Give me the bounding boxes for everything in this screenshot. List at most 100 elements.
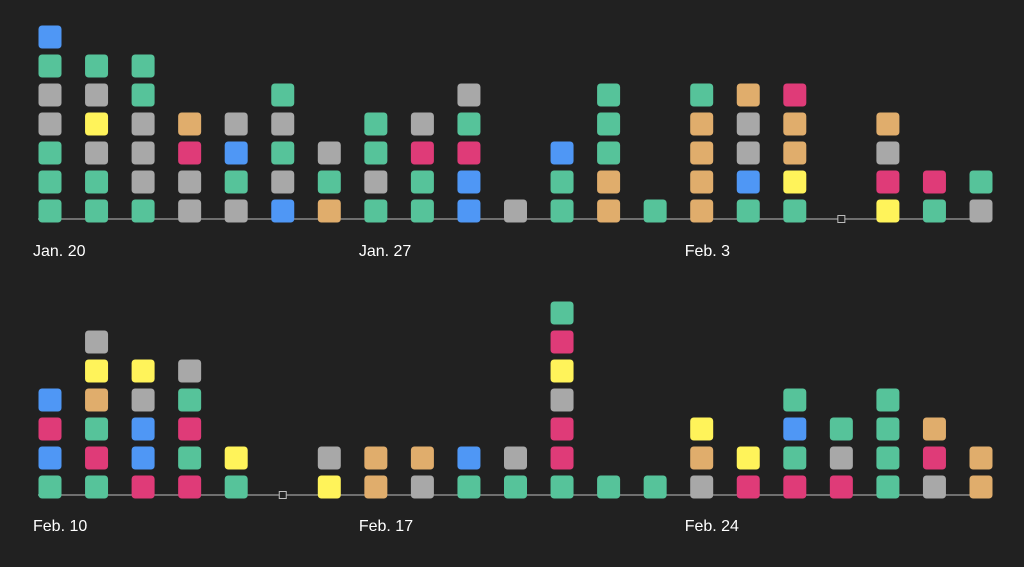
unit-square: [922, 199, 946, 223]
unit-square: [457, 83, 481, 107]
unit-square: [364, 141, 388, 165]
unit-square: [178, 359, 202, 383]
unit-square: [783, 199, 807, 223]
unit-square: [550, 330, 574, 354]
unit-square: [783, 83, 807, 107]
unit-square: [38, 475, 62, 499]
unit-square: [85, 54, 109, 78]
unit-square: [131, 417, 155, 441]
unit-square: [457, 112, 481, 136]
unit-square: [178, 475, 202, 499]
unit-square: [364, 199, 388, 223]
unit-square: [597, 141, 621, 165]
unit-square: [317, 475, 341, 499]
date-tick-label: Jan. 20: [33, 243, 86, 260]
unit-square: [876, 141, 900, 165]
unit-square: [364, 475, 388, 499]
unit-square: [457, 446, 481, 470]
unit-square: [38, 417, 62, 441]
unit-square: [550, 417, 574, 441]
unit-square: [85, 330, 109, 354]
unit-square: [736, 141, 760, 165]
unit-square: [131, 388, 155, 412]
unit-square: [690, 83, 714, 107]
unit-square: [224, 475, 248, 499]
unit-square: [410, 446, 434, 470]
chart-row-2: Feb. 10 Feb. 17 Feb. 24: [33, 301, 993, 535]
unit-square: [224, 199, 248, 223]
unit-square: [224, 141, 248, 165]
unit-square: [504, 475, 527, 499]
unit-square: [224, 446, 248, 470]
unit-square: [364, 170, 388, 194]
unit-square: [131, 141, 155, 165]
unit-square: [690, 475, 714, 499]
unit-square: [178, 170, 202, 194]
unit-square: [85, 112, 109, 136]
unit-square: [690, 112, 714, 136]
unit-square: [271, 141, 295, 165]
date-tick-label: Feb. 17: [359, 518, 413, 535]
unit-square: [690, 199, 714, 223]
unit-square: [457, 141, 481, 165]
unit-square: [38, 446, 62, 470]
unit-square: [550, 170, 574, 194]
date-tick-label: Feb. 24: [685, 518, 739, 535]
unit-square: [457, 199, 481, 223]
unit-square: [550, 359, 574, 383]
unit-square: [969, 199, 993, 223]
unit-square: [224, 112, 248, 136]
date-tick-label: Jan. 27: [359, 243, 412, 260]
unit-square: [783, 112, 807, 136]
unit-square: [783, 475, 807, 499]
unit-square: [364, 112, 388, 136]
unit-square: [457, 170, 481, 194]
unit-square: [317, 199, 341, 223]
chart-row-1: Jan. 20 Jan. 27 Feb. 3: [33, 25, 993, 260]
unit-square: [271, 170, 295, 194]
unit-square: [410, 170, 434, 194]
unit-square: [550, 446, 574, 470]
unit-square: [410, 199, 434, 223]
empty-day-marker: [837, 215, 846, 223]
unit-square: [38, 54, 62, 78]
unit-square: [38, 141, 62, 165]
unit-square: [85, 359, 109, 383]
unit-square: [922, 475, 946, 499]
unit-square: [38, 388, 62, 412]
unit-square: [597, 112, 621, 136]
unit-square: [178, 112, 202, 136]
unit-square: [131, 54, 155, 78]
unit-square: [922, 170, 946, 194]
unit-square: [876, 417, 900, 441]
unit-square: [85, 417, 109, 441]
unit-square: [178, 199, 202, 223]
unit-square: [178, 446, 202, 470]
unit-square: [736, 446, 760, 470]
unit-square: [38, 83, 62, 107]
unit-square: [550, 141, 574, 165]
empty-day-marker: [278, 491, 287, 499]
unit-square: [876, 446, 900, 470]
unit-square: [38, 25, 62, 49]
unit-square: [922, 417, 946, 441]
unit-square: [597, 199, 621, 223]
unit-square: [922, 446, 946, 470]
unit-square: [829, 446, 853, 470]
unit-square: [178, 388, 202, 412]
unit-square: [178, 417, 202, 441]
unit-square: [85, 446, 109, 470]
unit-square: [690, 141, 714, 165]
unit-square: [643, 199, 667, 223]
unit-square: [410, 475, 434, 499]
unit-square: [410, 141, 434, 165]
unit-square: [829, 475, 853, 499]
unit-square: [85, 170, 109, 194]
unit-square: [364, 446, 388, 470]
unit-square: [550, 475, 574, 499]
unit-square: [783, 141, 807, 165]
unit-square: [736, 170, 760, 194]
unit-square: [597, 83, 621, 107]
